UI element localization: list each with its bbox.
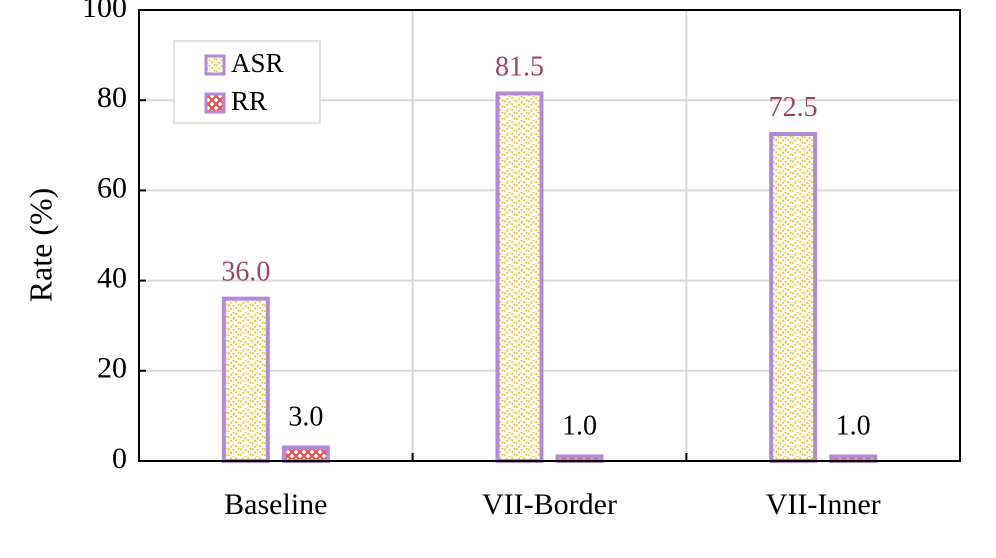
legend-swatch-asr: [204, 54, 226, 76]
y-axis: 0 20 40 60 80 100: [82, 0, 146, 475]
plot-frame: [138, 9, 961, 462]
bar-asr-vii-border: [495, 91, 544, 463]
y-axis-title: Rate (%): [22, 188, 58, 303]
y-tick-label: 0: [112, 442, 127, 475]
data-label-asr-baseline: 36.0: [221, 257, 270, 288]
bar-asr-vii-inner: [769, 132, 818, 463]
x-tick-label: Baseline: [224, 488, 327, 521]
legend-label-asr: ASR: [231, 48, 284, 78]
x-axis: Baseline VII-Border VII-Inner: [224, 453, 881, 521]
y-tick-label: 80: [97, 81, 127, 114]
y-tick-label: 40: [97, 261, 127, 294]
data-labels: 36.0 3.0 81.5 1.0 72.5 1.0: [221, 51, 870, 441]
legend-box: [173, 40, 321, 124]
bar-rr-baseline: [281, 445, 330, 464]
y-tick-label: 100: [82, 0, 127, 24]
legend-label-rr: RR: [231, 86, 267, 116]
y-tick-label: 20: [97, 352, 127, 385]
data-label-rr-vii-inner: 1.0: [836, 410, 871, 441]
plot-border: [138, 9, 961, 462]
legend: ASR RR: [173, 40, 321, 124]
x-tick-label: VII-Border: [482, 488, 617, 521]
bar-asr-baseline: [221, 296, 270, 464]
data-label-rr-baseline: 3.0: [288, 401, 323, 432]
data-label-asr-vii-border: 81.5: [495, 51, 544, 82]
x-tick-label: VII-Inner: [766, 488, 881, 521]
data-label-rr-vii-border: 1.0: [562, 410, 597, 441]
y-tick-label: 60: [97, 171, 127, 204]
data-label-asr-vii-inner: 72.5: [769, 92, 818, 123]
legend-swatch-rr: [204, 92, 226, 114]
